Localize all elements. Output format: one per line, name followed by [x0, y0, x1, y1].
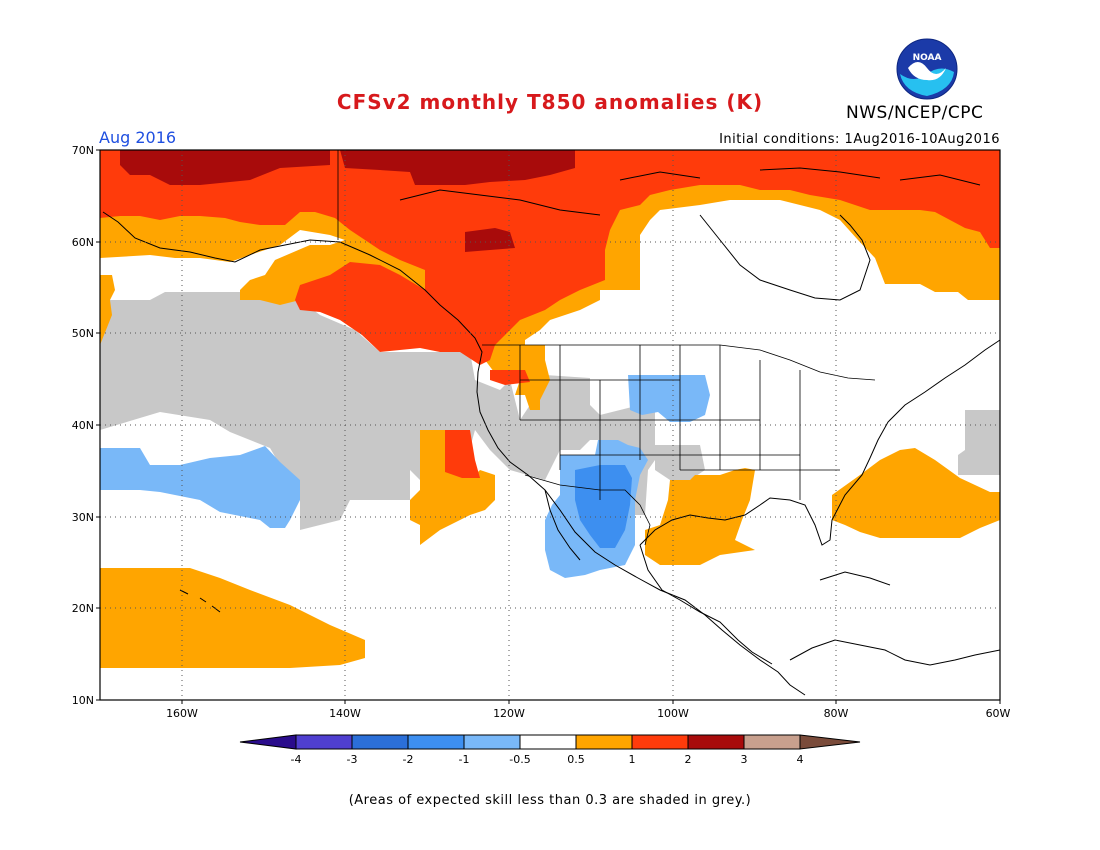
- orange-hawaii-region: [100, 568, 365, 668]
- hudson-bay-outline: [699, 214, 871, 301]
- lat-label-30n: 30N: [72, 511, 94, 524]
- noaa-logo-text: NOAA: [913, 53, 942, 63]
- grey-region-pacific: [100, 292, 655, 530]
- lon-tick-labels: 160W 140W 120W 100W 80W 60W: [166, 707, 1010, 720]
- low-skill-regions: [100, 292, 1000, 530]
- us-canada-border: [482, 344, 876, 381]
- skill-footnote: (Areas of expected skill less than 0.3 a…: [348, 793, 752, 808]
- caribbean-coast: [789, 639, 1001, 666]
- darkred-canada-north: [340, 150, 575, 185]
- lat-label-50n: 50N: [72, 327, 94, 340]
- colorbar-swatch: [743, 734, 801, 750]
- lat-tick-labels: 70N 60N 50N 40N 30N 20N 10N: [72, 144, 94, 707]
- colorbar-swatch: [463, 734, 521, 750]
- lat-label-10n: 10N: [72, 694, 94, 707]
- blue-northwest-mexico: [575, 465, 632, 548]
- colorbar-swatch: [351, 734, 409, 750]
- colorbar-swatch: [575, 734, 633, 750]
- lon-label-140w: 140W: [329, 707, 361, 720]
- colorbar-tick-label: 1: [629, 753, 636, 766]
- colorbar-swatches: [295, 734, 801, 750]
- orange-west-edge: [100, 275, 115, 345]
- lon-label-80w: 80W: [824, 707, 849, 720]
- colorbar-low-arrow: [239, 734, 297, 750]
- colorbar-tick-label: 3: [741, 753, 748, 766]
- colorbar-tick-labels: -4 -3 -2 -1 -0.5 0.5 1 2 3 4: [291, 753, 804, 766]
- lat-label-60n: 60N: [72, 236, 94, 249]
- noaa-logo: NOAA: [896, 38, 958, 100]
- lon-label-100w: 100W: [657, 707, 689, 720]
- us-mexico-border: [524, 474, 651, 546]
- baja-california-coast: [544, 489, 581, 561]
- cool-anomaly-2: [575, 465, 632, 548]
- colorbar-swatch: [687, 734, 745, 750]
- colorbar-tick-label: 4: [797, 753, 804, 766]
- noaa-logo-graphic: NOAA: [896, 38, 958, 100]
- warm-anomaly-3: [120, 150, 575, 252]
- lon-label-120w: 120W: [493, 707, 525, 720]
- us-state-borders: [519, 345, 840, 500]
- colorbar-tick-label: -1: [459, 753, 470, 766]
- gulf-atlantic-coastline: [639, 339, 1001, 546]
- red-offshore-california: [445, 430, 480, 478]
- colorbar-high-arrow: [799, 734, 861, 750]
- grey-region-atlantic: [958, 410, 1000, 475]
- arctic-islands: [399, 167, 981, 216]
- colorbar-tick-label: 2: [685, 753, 692, 766]
- lat-label-70n: 70N: [72, 144, 94, 157]
- darkred-canada-interior: [465, 228, 515, 252]
- lon-ticks: [181, 700, 1001, 704]
- lightblue-pacific: [100, 446, 300, 528]
- political-borders: [337, 150, 876, 546]
- hawaii-islands: [179, 589, 221, 613]
- colorbar-tick-label: -3: [347, 753, 358, 766]
- colorbar-swatch: [519, 734, 577, 750]
- lon-label-160w: 160W: [166, 707, 198, 720]
- lat-lon-grid: [100, 150, 1000, 700]
- red-band-north: [100, 150, 1000, 365]
- chart-title: CFSv2 monthly T850 anomalies (K): [336, 90, 764, 114]
- cuba-outline: [819, 571, 891, 586]
- lightblue-northern-plains: [628, 375, 710, 422]
- colorbar-swatch: [631, 734, 689, 750]
- colorbar-swatch: [407, 734, 465, 750]
- colorbar-tick-label: 0.5: [567, 753, 585, 766]
- lon-label-60w: 60W: [986, 707, 1011, 720]
- lat-ticks: [96, 149, 100, 701]
- initial-conditions: Initial conditions: 1Aug2016-10Aug2016: [719, 132, 1000, 147]
- darkred-alaska: [120, 150, 330, 185]
- forecast-month: Aug 2016: [99, 128, 177, 147]
- lat-label-20n: 20N: [72, 602, 94, 615]
- orange-offshore-california: [410, 430, 495, 545]
- map-plot-area: [99, 149, 1001, 701]
- organization-label: NWS/NCEP/CPC: [846, 103, 984, 123]
- colorbar-swatch: [295, 734, 353, 750]
- colorbar: -4 -3 -2 -1 -0.5 0.5 1 2 3 4: [239, 734, 861, 766]
- mexico-east-coast: [639, 544, 773, 665]
- colorbar-tick-label: -4: [291, 753, 302, 766]
- colorbar-tick-label: -0.5: [509, 753, 530, 766]
- orange-atlantic: [832, 448, 1000, 538]
- lat-label-40n: 40N: [72, 419, 94, 432]
- colorbar-tick-label: -2: [403, 753, 414, 766]
